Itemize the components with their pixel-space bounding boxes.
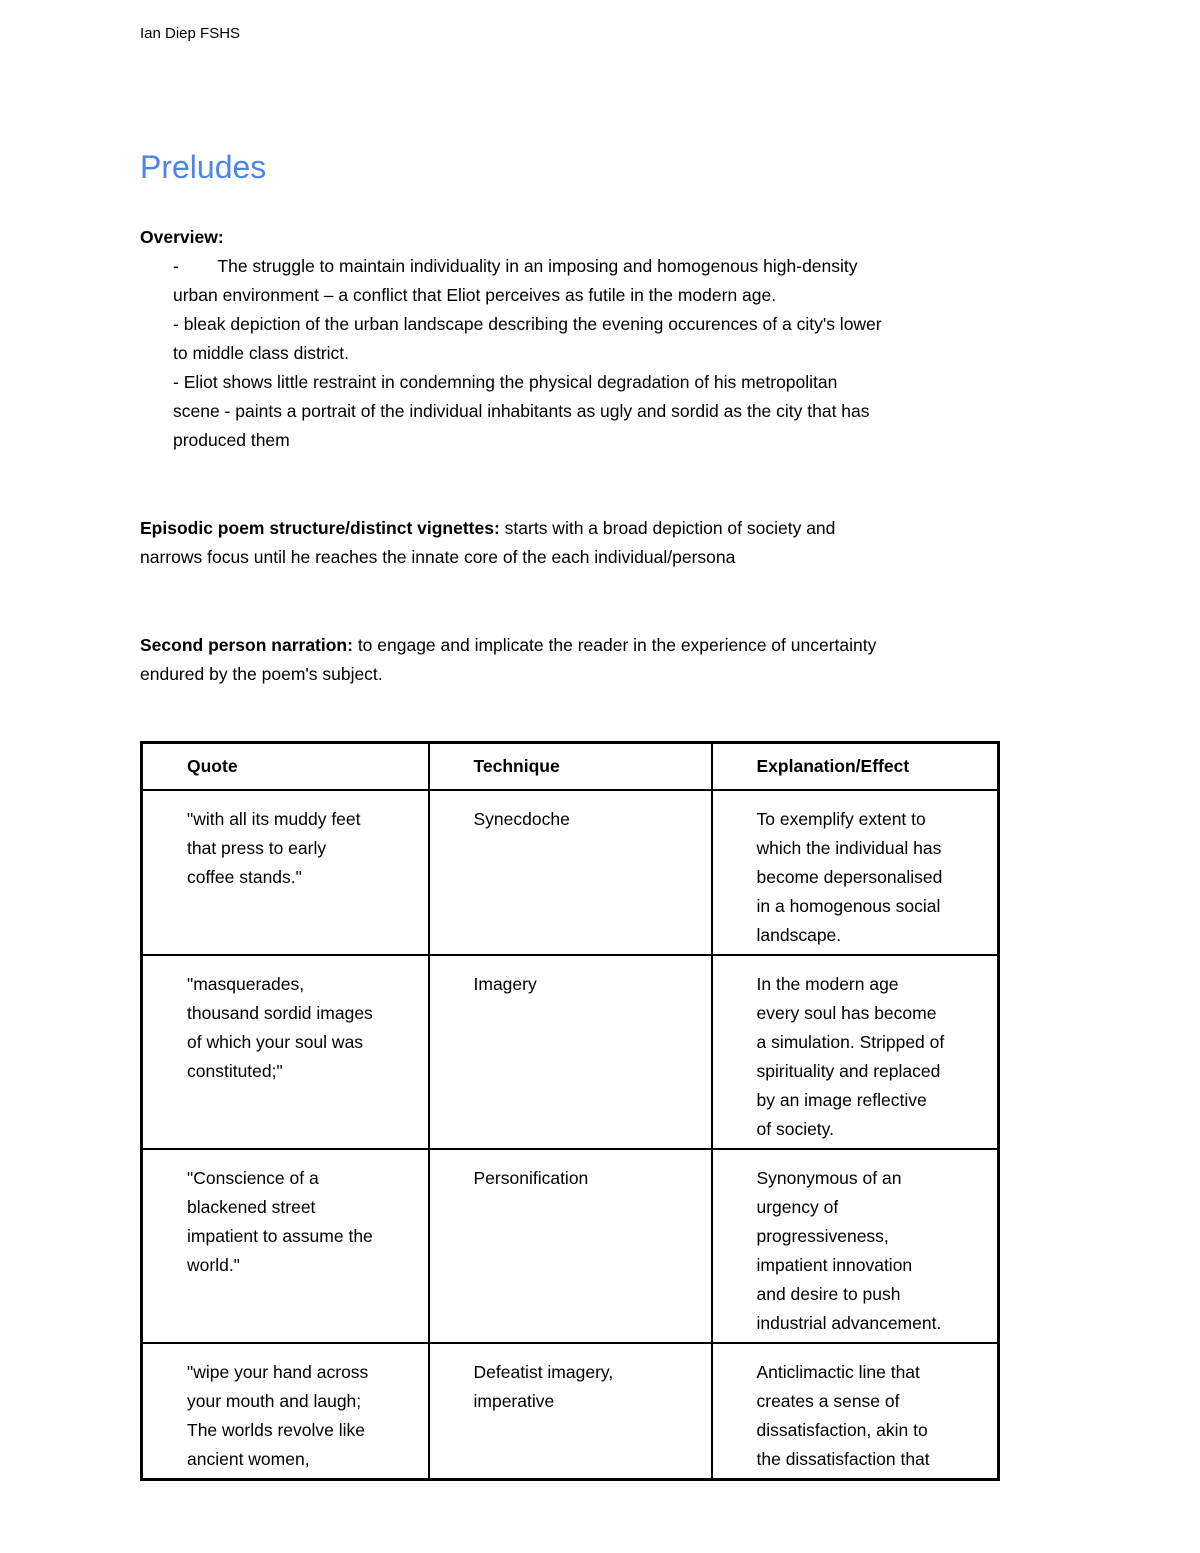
overview-section: Overview: - The struggle to maintain ind…: [140, 223, 1060, 455]
table-header-row: Quote Technique Explanation/Effect: [140, 741, 1000, 791]
overview-bullet-3: - Eliot shows little restraint in condem…: [173, 372, 870, 450]
table-row: "wipe your hand across your mouth and la…: [140, 1342, 1000, 1481]
technique-cell: Personification: [427, 1148, 713, 1344]
technique-cell: Defeatist imagery, imperative: [427, 1342, 713, 1481]
table-row: "masquerades, thousand sordid images of …: [140, 954, 1000, 1150]
technique-cell: Synecdoche: [427, 789, 713, 956]
quote-cell: "Conscience of a blackened street impati…: [140, 1148, 430, 1344]
explanation-cell: Synonymous of an urgency of progressiven…: [710, 1148, 1000, 1344]
column-header-technique: Technique: [427, 741, 713, 791]
quote-analysis-table: Quote Technique Explanation/Effect "with…: [140, 741, 1000, 1481]
explanation-cell: To exemplify extent to which the individ…: [710, 789, 1000, 956]
author-header: Ian Diep FSHS: [140, 25, 241, 42]
table-row: "Conscience of a blackened street impati…: [140, 1148, 1000, 1344]
page-title: Preludes: [140, 149, 267, 185]
overview-bullet-2: - bleak depiction of the urban landscape…: [173, 314, 882, 363]
column-header-quote: Quote: [140, 741, 430, 791]
technique-cell: Imagery: [427, 954, 713, 1150]
document-page: Ian Diep FSHS Preludes Overview: - The s…: [140, 25, 1060, 1481]
overview-bullet-1: - The struggle to maintain individuality…: [173, 256, 858, 305]
quote-cell: "wipe your hand across your mouth and la…: [140, 1342, 430, 1481]
overview-heading: Overview:: [140, 227, 224, 247]
episodic-structure-text: starts with a broad depiction of society…: [140, 518, 836, 567]
second-person-text: to engage and implicate the reader in th…: [140, 635, 877, 684]
overview-list: - The struggle to maintain individuality…: [173, 252, 1060, 455]
episodic-structure-lead: Episodic poem structure/distinct vignett…: [140, 518, 500, 538]
explanation-cell: Anticlimactic line that creates a sense …: [710, 1342, 1000, 1481]
second-person-lead: Second person narration:: [140, 635, 353, 655]
column-header-explanation: Explanation/Effect: [710, 741, 1000, 791]
quote-cell: "masquerades, thousand sordid images of …: [140, 954, 430, 1150]
table-row: "with all its muddy feet that press to e…: [140, 789, 1000, 956]
quote-cell: "with all its muddy feet that press to e…: [140, 789, 430, 956]
explanation-cell: In the modern age every soul has become …: [710, 954, 1000, 1150]
second-person-paragraph: Second person narration: to engage and i…: [140, 602, 1060, 689]
episodic-structure-paragraph: Episodic poem structure/distinct vignett…: [140, 485, 1060, 572]
